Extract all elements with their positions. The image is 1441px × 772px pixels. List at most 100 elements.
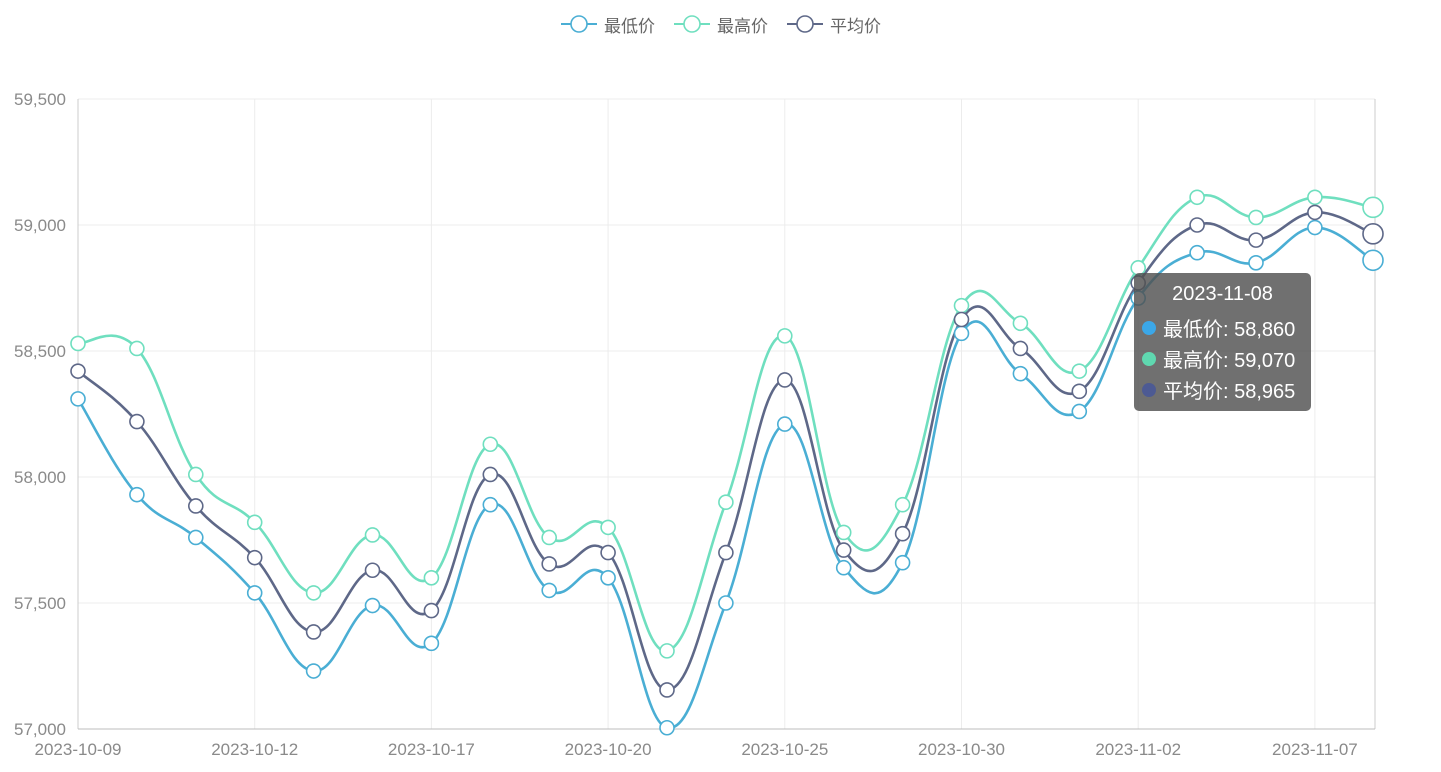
data-point bbox=[835, 559, 852, 576]
data-point bbox=[482, 496, 499, 513]
data-point bbox=[718, 494, 734, 511]
data-point bbox=[1362, 249, 1384, 272]
x-tick-label: 2023-11-07 bbox=[1272, 740, 1358, 759]
data-point bbox=[364, 527, 381, 543]
data-point bbox=[835, 542, 852, 558]
data-point bbox=[541, 556, 558, 572]
tooltip-dot-avg bbox=[1142, 382, 1156, 397]
legend-label: 最高价 bbox=[717, 16, 768, 36]
data-point bbox=[659, 682, 675, 698]
data-point bbox=[718, 595, 734, 611]
data-point bbox=[1307, 219, 1323, 236]
data-point bbox=[894, 554, 911, 571]
data-point bbox=[1189, 244, 1205, 261]
legend-label: 最低价 bbox=[604, 16, 655, 36]
tooltip-row-max: 最高价: 59,070 bbox=[1142, 343, 1311, 374]
data-point bbox=[1248, 232, 1264, 248]
tooltip-dot-min bbox=[1142, 320, 1156, 335]
data-point bbox=[305, 624, 322, 640]
data-point bbox=[1362, 196, 1384, 219]
chart-legend: 最低价 最高价 平均价 bbox=[0, 10, 1441, 38]
y-tick-label: 58,000 bbox=[14, 468, 66, 487]
data-point bbox=[718, 544, 734, 561]
data-point bbox=[1248, 254, 1264, 271]
y-tick-label: 57,500 bbox=[14, 594, 66, 613]
tooltip-dot-max bbox=[1142, 351, 1156, 366]
legend-item[interactable]: 最低价 bbox=[560, 10, 655, 38]
data-point bbox=[1012, 315, 1029, 332]
data-point bbox=[953, 297, 970, 314]
data-point bbox=[776, 416, 793, 432]
tooltip-date: 2023-11-08 bbox=[1172, 283, 1273, 305]
x-tick-label: 2023-10-17 bbox=[388, 740, 475, 759]
data-point bbox=[423, 602, 440, 619]
data-point bbox=[541, 582, 558, 599]
data-point bbox=[1248, 209, 1264, 226]
data-point bbox=[129, 486, 145, 503]
data-point bbox=[600, 519, 616, 536]
data-point bbox=[188, 529, 204, 546]
data-point bbox=[482, 436, 499, 453]
data-point bbox=[423, 635, 440, 652]
data-point bbox=[129, 340, 145, 357]
data-point bbox=[188, 466, 204, 483]
tooltip-row-avg: 平均价: 58,965 bbox=[1142, 374, 1311, 405]
data-point bbox=[1071, 383, 1088, 400]
chart-tooltip: 2023-11-08 最低价: 58,860 最高价: 59,070 平均价: … bbox=[1134, 273, 1311, 411]
data-point bbox=[894, 496, 911, 513]
y-tick-label: 57,000 bbox=[14, 720, 66, 739]
legend-swatch-icon bbox=[674, 15, 710, 33]
data-point bbox=[1071, 363, 1088, 379]
data-point bbox=[364, 562, 381, 579]
tooltip-label-max: 最高价: 59,070 bbox=[1163, 350, 1296, 372]
data-point bbox=[70, 363, 86, 379]
legend-swatch-icon bbox=[787, 15, 823, 33]
data-point bbox=[188, 498, 204, 514]
x-tick-label: 2023-10-30 bbox=[918, 740, 1005, 759]
data-point bbox=[1071, 403, 1088, 420]
x-tick-label: 2023-10-12 bbox=[211, 740, 298, 759]
data-point bbox=[541, 529, 558, 546]
data-point bbox=[246, 585, 263, 601]
data-point bbox=[246, 514, 263, 531]
data-point bbox=[894, 525, 911, 542]
legend-item[interactable]: 最高价 bbox=[673, 10, 768, 38]
data-point bbox=[1189, 217, 1205, 233]
data-point bbox=[659, 719, 675, 736]
data-point bbox=[953, 311, 970, 328]
data-point bbox=[776, 328, 793, 344]
data-point bbox=[600, 544, 616, 561]
data-point bbox=[835, 524, 852, 541]
data-point bbox=[305, 585, 322, 601]
data-point bbox=[776, 372, 793, 388]
y-tick-label: 58,500 bbox=[14, 342, 66, 361]
legend-item[interactable]: 平均价 bbox=[786, 10, 881, 38]
data-point bbox=[70, 391, 86, 407]
data-point bbox=[953, 325, 970, 342]
y-tick-label: 59,500 bbox=[14, 90, 66, 109]
x-tick-label: 2023-11-02 bbox=[1095, 740, 1181, 759]
x-tick-label: 2023-10-20 bbox=[565, 740, 652, 759]
legend-swatch-icon bbox=[561, 15, 597, 33]
data-point bbox=[1362, 223, 1384, 245]
data-point bbox=[482, 466, 499, 483]
data-point bbox=[129, 413, 145, 430]
tooltip-row-min: 最低价: 58,860 bbox=[1142, 312, 1311, 343]
data-point bbox=[246, 549, 263, 566]
data-point bbox=[423, 569, 440, 586]
data-point bbox=[659, 643, 675, 659]
data-point bbox=[1012, 340, 1029, 357]
y-tick-label: 59,000 bbox=[14, 216, 66, 235]
x-tick-label: 2023-10-09 bbox=[35, 740, 122, 759]
data-point bbox=[1307, 189, 1323, 206]
data-point bbox=[600, 569, 616, 586]
data-point bbox=[1012, 365, 1029, 382]
tooltip-label-min: 最低价: 58,860 bbox=[1163, 319, 1296, 341]
x-tick-label: 2023-10-25 bbox=[741, 740, 828, 759]
legend-label: 平均价 bbox=[830, 16, 881, 36]
data-point bbox=[70, 335, 86, 352]
tooltip-label-avg: 平均价: 58,965 bbox=[1163, 381, 1296, 403]
data-point bbox=[364, 597, 381, 614]
data-point bbox=[1189, 189, 1205, 206]
data-point bbox=[1307, 204, 1323, 221]
